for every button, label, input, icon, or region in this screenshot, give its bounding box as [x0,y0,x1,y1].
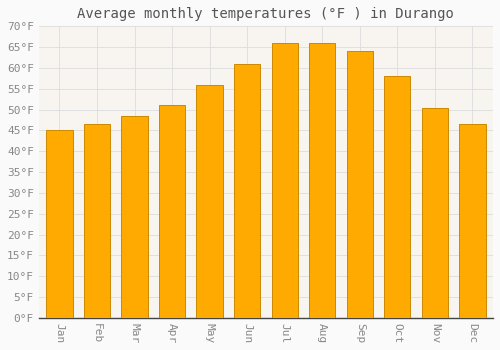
Bar [159,105,185,318]
Bar [422,107,448,318]
Bar [46,131,72,318]
Bar [384,76,410,318]
Bar [346,51,373,318]
Bar [84,124,110,318]
Bar [272,43,298,318]
Title: Average monthly temperatures (°F ) in Durango: Average monthly temperatures (°F ) in Du… [78,7,454,21]
Bar [234,64,260,318]
Bar [460,124,485,318]
Bar [122,116,148,318]
Bar [196,85,223,318]
Bar [309,43,336,318]
